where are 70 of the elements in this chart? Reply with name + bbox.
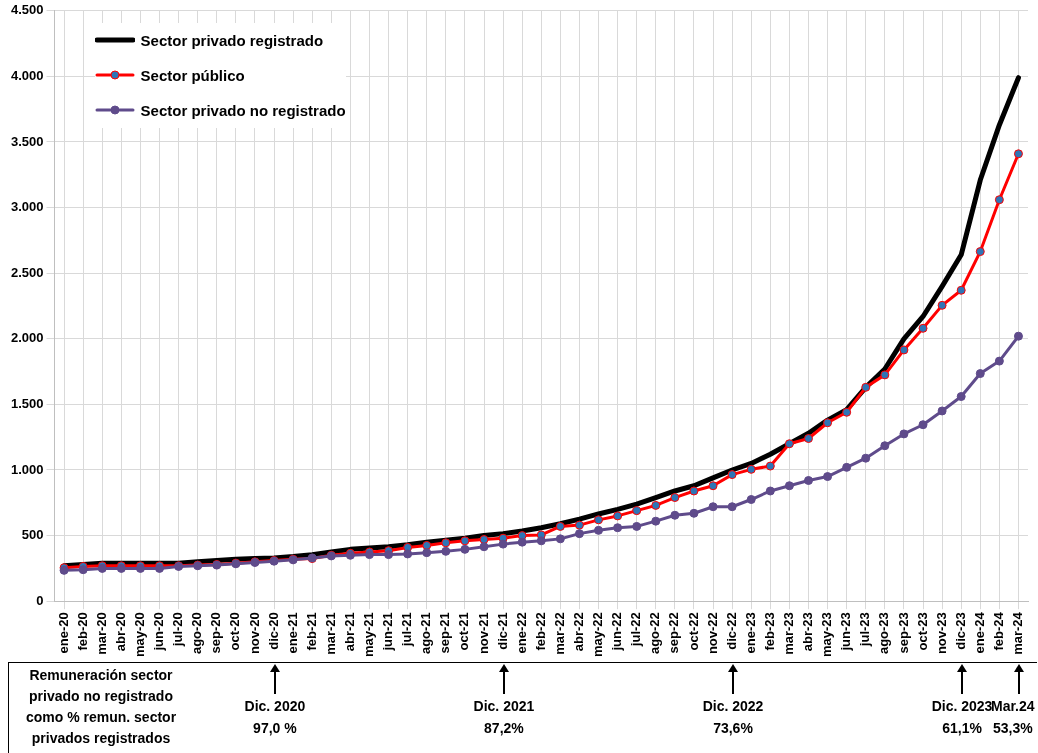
x-tick-label: jun-23	[838, 612, 854, 652]
x-tick-label: sep-20	[208, 612, 224, 654]
x-tick-label: ago-23	[876, 612, 892, 655]
x-tick-label: may-21	[361, 612, 377, 657]
x-tick-label: mar-21	[322, 612, 338, 655]
x-tick-label: oct-21	[456, 612, 472, 651]
y-tick-label: 4.000	[10, 67, 44, 83]
y-tick-label: 1.500	[10, 395, 44, 411]
x-tick-label: mar-20	[93, 612, 109, 655]
x-tick-label: mar-23	[780, 612, 796, 655]
text: Remuneración sector privado no registrado como % remun. sector privados registrados	[24, 666, 178, 748]
x-tick-label: oct-23	[914, 612, 930, 651]
y-tick-label: 3.500	[10, 133, 44, 149]
x-tick-label: abr-20	[112, 612, 128, 652]
x-tick-label: oct-20	[227, 612, 243, 651]
text: Dic. 2023 61,1%	[931, 697, 993, 738]
legend-label: Sector privado no registrado	[140, 101, 346, 119]
x-tick-label: dic-23	[952, 612, 968, 650]
x-tick-label: feb-22	[532, 612, 548, 651]
x-tick-label: jun-20	[151, 612, 167, 652]
y-tick-label: 2.500	[10, 264, 44, 280]
x-tick-label: mar-22	[551, 612, 567, 655]
x-tick-label: feb-21	[303, 612, 319, 651]
x-tick-label: may-22	[590, 612, 606, 657]
text: Mar.24 53,3%	[991, 697, 1035, 738]
x-tick-label: sep-22	[666, 612, 682, 654]
y-tick-label: 500	[21, 527, 44, 543]
x-tick-label: dic-20	[265, 612, 281, 650]
x-tick-label: may-23	[819, 612, 835, 657]
x-tick-label: may-20	[132, 612, 147, 657]
x-tick-label: ene-20	[55, 612, 71, 654]
text: Dic. 2022 73,6%	[702, 697, 764, 738]
x-tick-label: ene-23	[742, 612, 758, 654]
text: Dic. 2021 87,2%	[473, 697, 535, 738]
x-tick-label: mar-24	[1010, 611, 1026, 655]
x-tick-label: nov-20	[246, 612, 262, 655]
x-tick-label: ene-21	[284, 612, 300, 654]
x-tick-label: nov-23	[933, 612, 949, 655]
x-tick-label: feb-20	[74, 612, 90, 651]
x-tick-label: sep-21	[437, 612, 453, 654]
x-tick-label: ago-21	[418, 612, 434, 655]
x-tick-label: abr-21	[341, 612, 357, 652]
y-tick-label: 3.000	[10, 199, 44, 215]
x-tick-label: dic-22	[723, 612, 739, 650]
y-tick-label: 2.000	[10, 330, 44, 346]
x-tick-label: nov-22	[704, 612, 720, 655]
x-tick-label: dic-21	[494, 612, 510, 650]
x-tick-label: ago-20	[189, 612, 205, 655]
x-tick-label: oct-22	[685, 612, 701, 651]
x-tick-label: nov-21	[475, 612, 491, 655]
x-tick-label: jun-22	[609, 612, 625, 652]
legend-label: Sector privado registrado	[140, 31, 324, 49]
x-tick-label: sep-23	[895, 612, 911, 654]
x-tick-label: jun-21	[380, 612, 396, 652]
x-tick-label: feb-24	[990, 611, 1006, 651]
x-tick-label: jul-23	[857, 612, 873, 648]
x-tick-label: feb-23	[761, 612, 777, 651]
x-tick-label: jul-22	[628, 612, 644, 648]
text: Dic. 2020 97,0 %	[244, 697, 306, 738]
x-tick-label: abr-23	[800, 612, 816, 652]
x-tick-label: ene-22	[513, 612, 529, 654]
x-tick-label: abr-22	[571, 612, 587, 652]
x-tick-label: jul-20	[170, 612, 186, 648]
y-tick-label: 4.500	[10, 2, 44, 18]
x-tick-label: ago-22	[647, 612, 663, 655]
legend-label: Sector público	[140, 66, 245, 84]
x-tick-label: jul-21	[399, 612, 415, 648]
y-tick-label: 0	[36, 592, 44, 608]
x-tick-label: ene-24	[971, 611, 987, 654]
y-tick-label: 1.000	[10, 461, 44, 477]
